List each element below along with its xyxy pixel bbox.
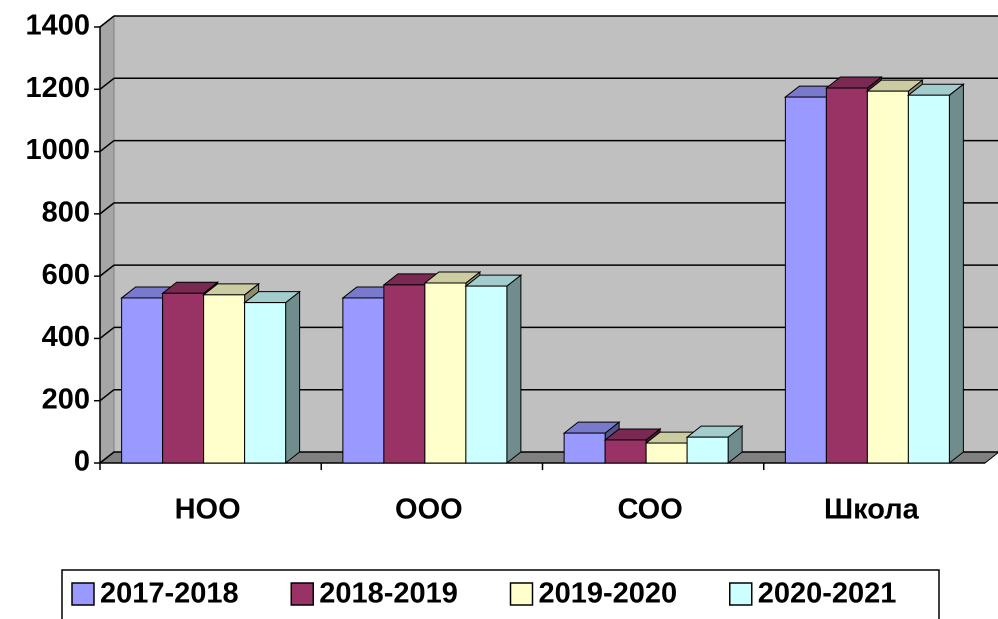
bar-front <box>907 94 950 464</box>
grid-line-side <box>99 139 115 153</box>
y-tick-label: 1200 <box>25 72 90 104</box>
bar-front <box>424 282 467 464</box>
bar-front <box>563 432 606 464</box>
grid-line-side <box>99 202 115 215</box>
x-tick-label: ООО <box>395 494 463 526</box>
bar <box>906 83 965 465</box>
x-tick-label: СОО <box>617 494 682 526</box>
bar-front <box>342 297 385 464</box>
x-tick-label: Школа <box>824 494 920 526</box>
y-tick-label: 800 <box>42 197 90 229</box>
grid-line-side <box>99 15 115 28</box>
bar-front <box>686 436 729 464</box>
bar-front <box>121 297 164 464</box>
grid-line-side <box>99 264 115 277</box>
grid-line-side <box>99 451 115 464</box>
bar-side <box>506 274 522 465</box>
bar-front <box>203 294 246 464</box>
legend-box <box>61 569 940 619</box>
legend-label: 2017-2018 <box>100 578 239 610</box>
bar-side <box>285 290 301 465</box>
grid-line-side <box>99 326 115 340</box>
y-tick-label: 400 <box>42 321 90 353</box>
bar-front <box>825 87 868 464</box>
legend-swatch <box>509 582 534 606</box>
legend-label: 2019-2020 <box>539 578 678 610</box>
bar-front <box>866 90 909 464</box>
y-tick-label: 200 <box>42 383 90 415</box>
legend: 2017-2018 2018-2019 2019-2020 2020-2021 <box>61 569 940 619</box>
bar <box>685 425 744 465</box>
bar-front <box>383 284 426 464</box>
bar-front <box>604 439 647 464</box>
bar-front <box>784 96 827 464</box>
bar-side <box>948 83 964 465</box>
legend-label: 2018-2019 <box>319 578 458 610</box>
y-tick-label: 1400 <box>25 10 90 42</box>
y-tick-label: 600 <box>42 259 90 291</box>
bar <box>464 274 523 465</box>
x-tick-label: НОО <box>175 494 241 526</box>
bar-front <box>465 285 508 464</box>
legend-swatch <box>729 582 753 606</box>
y-tick-label: 1000 <box>25 134 90 166</box>
bar <box>243 290 302 465</box>
bar-front <box>645 442 688 464</box>
bar-front <box>244 302 287 464</box>
grid-line-side <box>99 77 115 90</box>
legend-swatch <box>290 582 314 606</box>
y-tick-label: 0 <box>74 446 90 478</box>
legend-label: 2020-2021 <box>758 578 897 610</box>
grid-line-side <box>99 389 115 402</box>
legend-swatch <box>71 582 95 606</box>
bar-front <box>162 292 205 464</box>
